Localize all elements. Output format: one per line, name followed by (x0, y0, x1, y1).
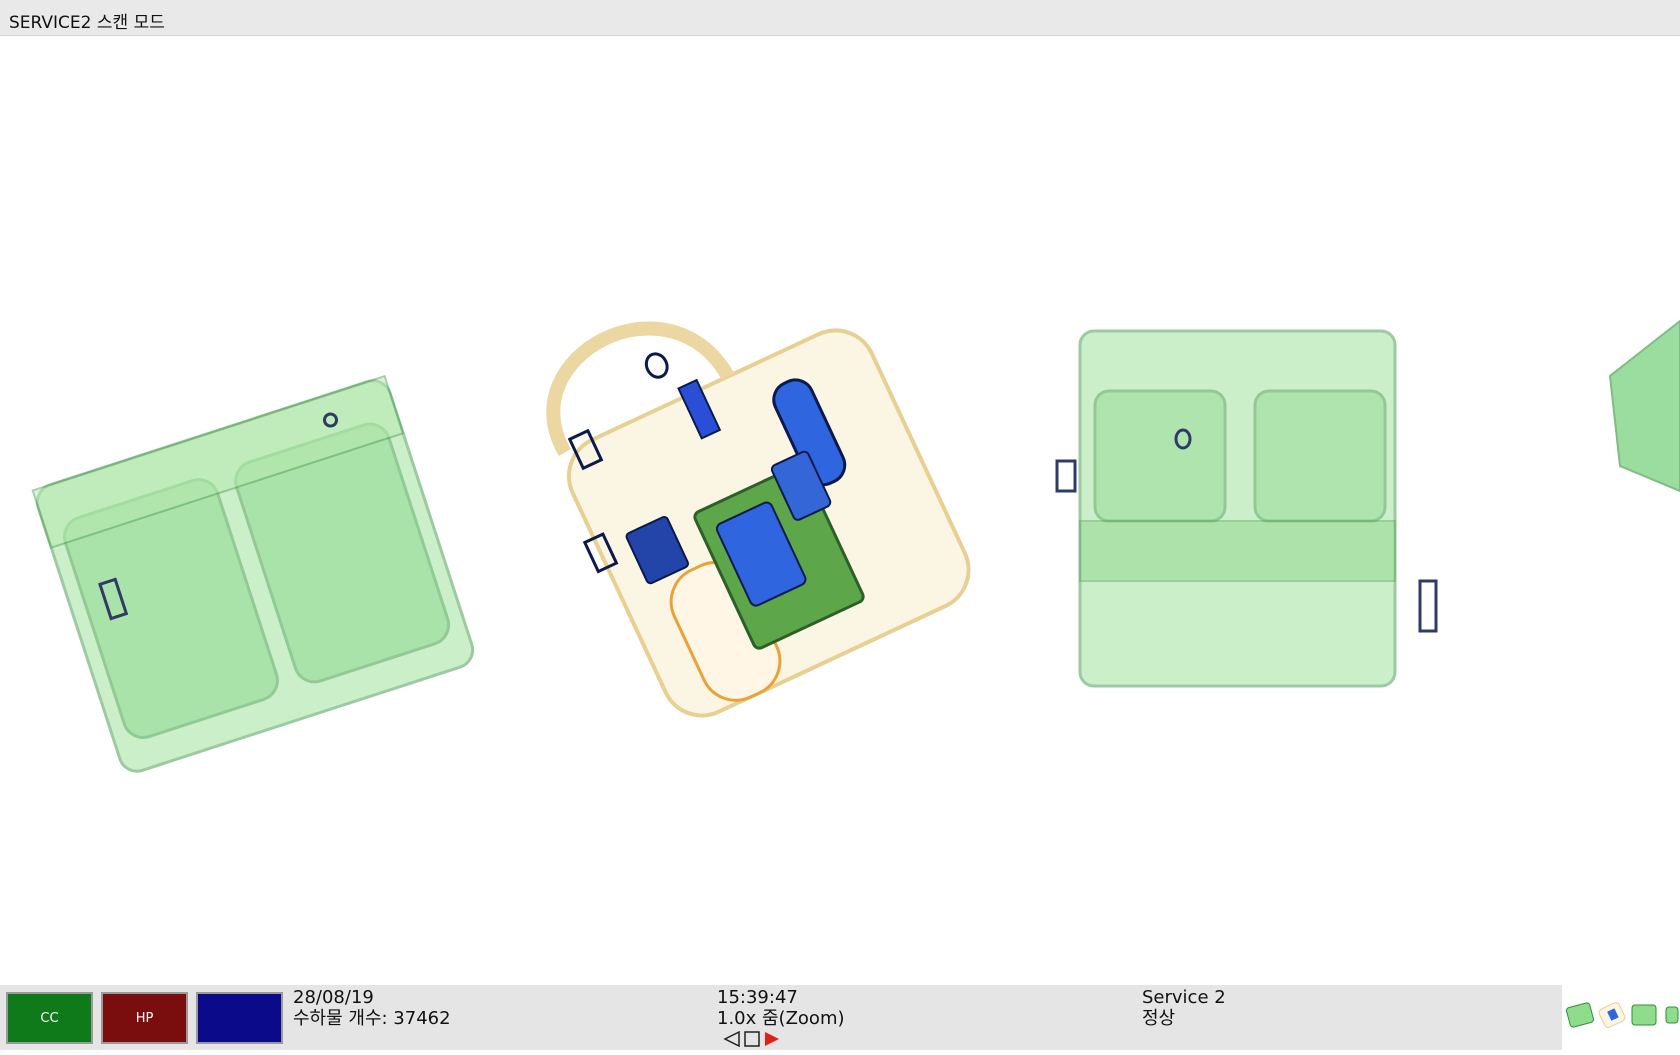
zoom-label: 1.0x 줌(Zoom) (717, 1008, 845, 1029)
xray-image (31, 319, 1680, 773)
title-bar: SERVICE2 스캔 모드 (0, 0, 1680, 36)
status-label: 정상 (1142, 1008, 1176, 1029)
hp-button[interactable]: HP (101, 992, 188, 1044)
blue-mode-button[interactable] (196, 992, 283, 1044)
window-title: SERVICE2 스캔 모드 (9, 13, 165, 33)
xray-scan-view[interactable] (0, 36, 1680, 985)
status-bar: CC HP 28/08/19 수하물 개수: 37462 15:39:47 1.… (0, 985, 1680, 1050)
triangle-right-icon[interactable] (763, 1031, 781, 1047)
time-label: 15:39:47 (717, 987, 798, 1008)
thumbnail-bag-3 (1631, 1004, 1657, 1026)
thumbnail-strip[interactable] (1562, 985, 1680, 1050)
bag-4-partial (1608, 319, 1680, 493)
thumbnail-bag-1 (1565, 1002, 1595, 1028)
image-navigation (723, 1030, 783, 1048)
station-label: Service 2 (1142, 987, 1226, 1008)
square-icon[interactable] (744, 1031, 760, 1047)
bag-2 (546, 321, 971, 718)
thumbnail-bag-2 (1598, 1002, 1626, 1028)
bag-1 (31, 374, 475, 773)
triangle-left-icon[interactable] (723, 1031, 741, 1047)
date-label: 28/08/19 (293, 987, 374, 1008)
bag-count-label: 수하물 개수: 37462 (293, 1008, 451, 1029)
thumbnail-bag-4 (1665, 1006, 1679, 1024)
bag-3 (1055, 329, 1438, 688)
cc-button[interactable]: CC (6, 992, 93, 1044)
